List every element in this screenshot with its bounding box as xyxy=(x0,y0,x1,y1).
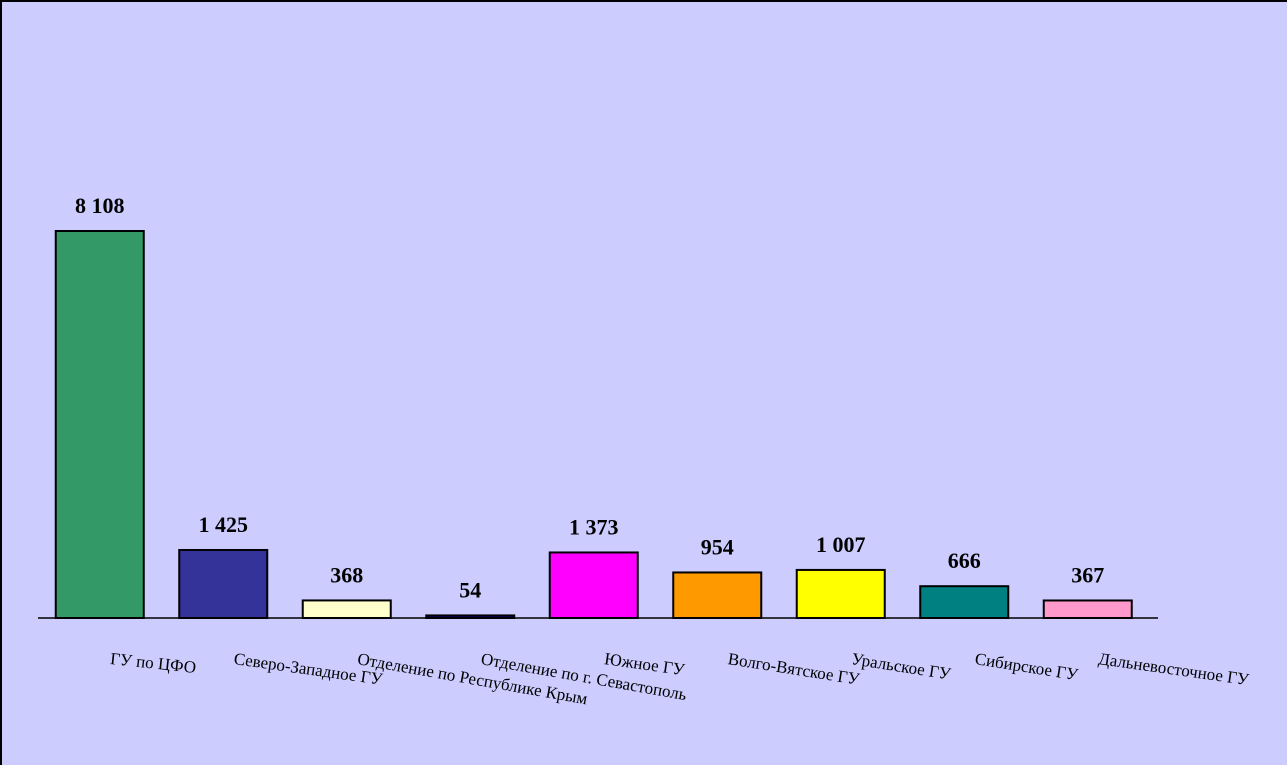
category-label-7: Уральское ГУ xyxy=(850,649,953,684)
bar-7 xyxy=(795,568,886,619)
category-label-6: Волго-Вятское ГУ xyxy=(727,649,862,689)
bar-1 xyxy=(54,230,145,619)
category-label-1: ГУ по ЦФО xyxy=(109,649,197,677)
value-label-4: 54 xyxy=(459,577,481,602)
bar-5 xyxy=(548,551,639,619)
value-labels-group: 8 108 1 425 368 54 1 373 954 1 007 666 367 xyxy=(75,193,1104,602)
bar-9 xyxy=(1042,599,1133,619)
bar-3 xyxy=(301,599,392,619)
value-label-3: 368 xyxy=(330,562,363,587)
value-label-9: 367 xyxy=(1071,562,1104,587)
value-label-8: 666 xyxy=(948,548,981,573)
bars-group xyxy=(54,230,1133,620)
value-label-7: 1 007 xyxy=(816,532,866,557)
value-label-1: 8 108 xyxy=(75,193,125,218)
bar-2 xyxy=(178,548,269,619)
bar-8 xyxy=(919,585,1010,620)
category-label-8: Сибирское ГУ xyxy=(974,649,1081,684)
category-label-9: Дальневосточное ГУ xyxy=(1097,649,1251,689)
value-label-5: 1 373 xyxy=(569,514,619,539)
bar-4 xyxy=(425,614,516,620)
bar-6 xyxy=(672,571,763,619)
value-label-2: 1 425 xyxy=(199,512,249,537)
value-label-6: 954 xyxy=(701,534,734,559)
